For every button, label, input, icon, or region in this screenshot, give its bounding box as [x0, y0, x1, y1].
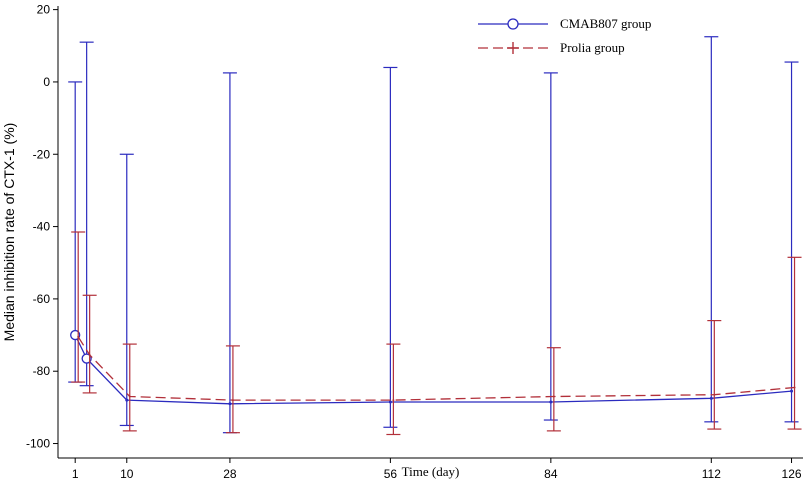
- series-0: [68, 36, 799, 434]
- point-1-3: [231, 399, 234, 402]
- x-tick-label-0: 1: [72, 467, 79, 481]
- axes: [57, 6, 803, 459]
- y-tick-label-2: -20: [33, 147, 51, 161]
- point-1-0: [77, 335, 80, 338]
- point-0-7: [790, 389, 794, 393]
- x-tick-label-3: 56: [384, 467, 398, 481]
- legend-marker-prolia: [507, 42, 519, 54]
- plot-series: [68, 36, 802, 436]
- point-0-3: [228, 402, 232, 406]
- y-tick-label-3: -40: [33, 220, 51, 234]
- y-tick-label-5: -80: [33, 364, 51, 378]
- point-1-4: [392, 399, 395, 402]
- x-ticks: 1 10 28 56 84 112 126: [72, 458, 802, 481]
- y-tick-label-0: 20: [37, 3, 51, 17]
- point-0-5: [549, 400, 553, 404]
- point-0-6: [709, 396, 713, 400]
- point-1-1: [88, 353, 91, 356]
- series-line-1: [77, 336, 795, 401]
- legend-marker-cmab807: [507, 18, 519, 30]
- series-1: [71, 231, 802, 436]
- point-1-6: [713, 393, 716, 396]
- y-axis-title: Median inhibition rate of CTX-1 (%): [1, 123, 17, 342]
- legend-label-prolia: Prolia group: [560, 40, 625, 55]
- x-tick-label-2: 28: [223, 467, 237, 481]
- y-tick-label-1: 0: [43, 75, 50, 89]
- legend-label-cmab807: CMAB807 group: [560, 16, 651, 31]
- x-axis-title: Time (day): [402, 464, 460, 479]
- point-1-7: [793, 386, 796, 389]
- point-0-4: [388, 400, 392, 404]
- series-line-0: [74, 334, 792, 405]
- point-0-2: [125, 398, 129, 402]
- x-tick-label-6: 126: [782, 467, 802, 481]
- point-1-5: [552, 395, 555, 398]
- x-tick-label-4: 84: [544, 467, 558, 481]
- point-0-1: [81, 353, 92, 364]
- x-tick-label-1: 10: [120, 467, 134, 481]
- y-tick-label-4: -60: [33, 292, 51, 306]
- x-tick-label-5: 112: [702, 467, 721, 481]
- legend: CMAB807 group Prolia group: [478, 16, 651, 55]
- y-tick-label-6: -100: [26, 437, 50, 451]
- point-1-2: [128, 395, 131, 398]
- y-ticks: 20 0 -20 -40 -60 -80 -100: [26, 3, 58, 451]
